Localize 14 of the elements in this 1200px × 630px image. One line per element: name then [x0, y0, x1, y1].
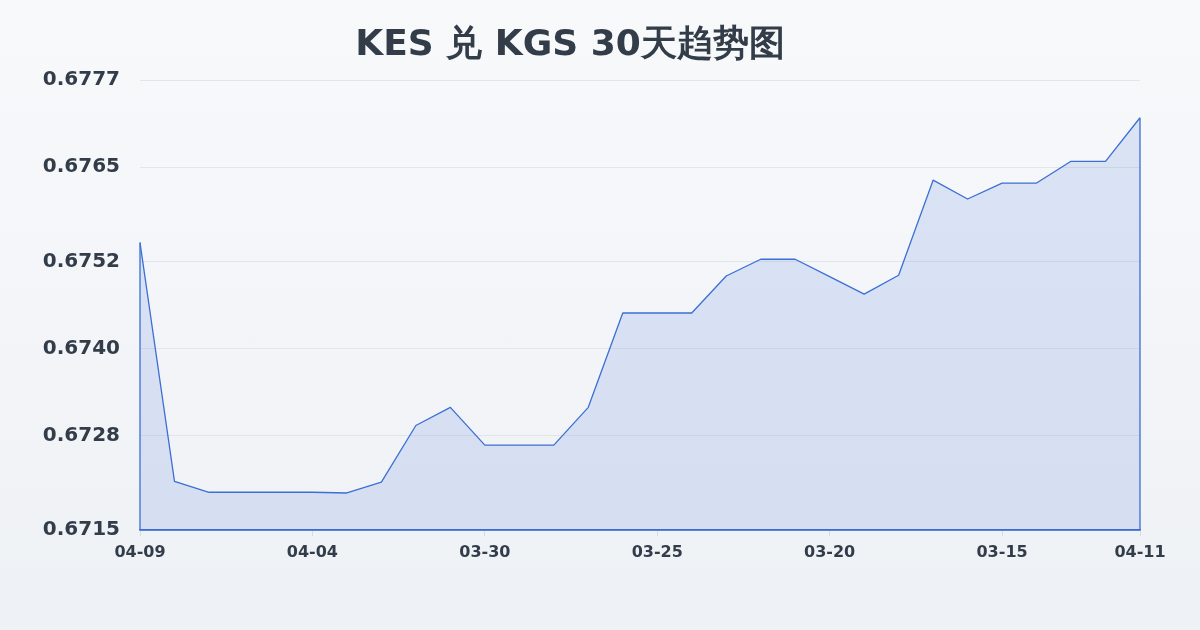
x-tick-label: 03-30 [459, 541, 511, 561]
y-tick-label: 0.6715 [42, 516, 120, 541]
x-tick-label: 03-15 [976, 541, 1028, 561]
chart-title: KES 兑 KGS 30天趋势图 [355, 21, 785, 63]
y-tick-label: 0.6777 [42, 66, 120, 91]
y-tick-label: 0.6740 [42, 334, 120, 359]
x-tick-label: 03-20 [804, 541, 856, 561]
y-tick-label: 0.6752 [42, 247, 120, 272]
x-tick-label: 04-04 [286, 541, 338, 561]
x-tick-label: 04-09 [114, 541, 166, 561]
y-tick-label: 0.6765 [42, 153, 120, 178]
x-tick-label: 03-25 [631, 541, 683, 561]
x-tick-label: 04-11 [1114, 541, 1166, 561]
y-tick-label: 0.6728 [42, 421, 120, 446]
